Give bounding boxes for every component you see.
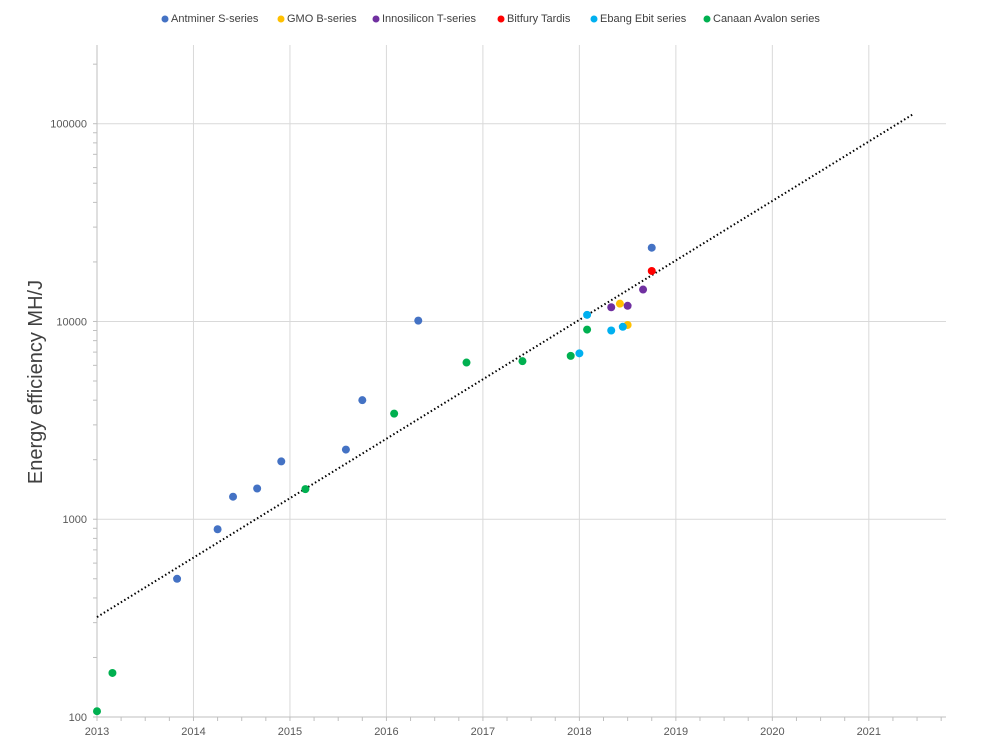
data-point <box>583 310 592 319</box>
y-tick-label: 1000 <box>63 514 87 526</box>
legend-marker <box>497 15 505 23</box>
legend: Antminer S-series GMO B-series Innosilicon… <box>161 13 820 25</box>
x-tick-label: 2020 <box>760 726 784 738</box>
grid-lines <box>97 45 946 717</box>
y-tick-label: 100000 <box>50 119 87 131</box>
legend-marker <box>372 15 380 23</box>
data-point <box>607 303 616 312</box>
data-point <box>607 326 616 335</box>
data-point <box>229 492 238 501</box>
series-5 <box>93 325 592 716</box>
trendline-layer <box>96 113 913 618</box>
x-tick-label: 2013 <box>85 726 109 738</box>
data-point <box>414 316 423 325</box>
legend-marker <box>590 15 598 23</box>
data-point <box>615 299 624 308</box>
data-point <box>93 707 101 716</box>
legend-item: Ebang Ebit series <box>590 13 687 25</box>
y-tick-label: 10000 <box>56 316 87 328</box>
x-tick-label: 2016 <box>374 726 398 738</box>
data-point <box>213 525 222 534</box>
legend-label: Innosilicon T-series <box>382 13 476 25</box>
x-tick-label: 2021 <box>857 726 881 738</box>
legend-item: GMO B-series <box>277 13 357 25</box>
legend-label: Bitfury Tardis <box>507 13 571 25</box>
data-point <box>301 485 310 494</box>
data-point <box>253 484 262 493</box>
axes: 2013 2014 2015 2016 2017 2018 2019 2020 2021 100 1… <box>50 45 946 738</box>
legend-label: Ebang Ebit series <box>600 13 687 25</box>
x-tick-label: 2019 <box>664 726 688 738</box>
data-point <box>647 266 656 275</box>
legend-item: Canaan Avalon series <box>703 13 820 25</box>
data-points <box>93 243 656 716</box>
data-point <box>108 668 117 677</box>
series-0 <box>173 243 656 583</box>
x-tick-label: 2014 <box>181 726 205 738</box>
series-4 <box>575 310 627 358</box>
legend-marker <box>277 15 285 23</box>
legend-label: Canaan Avalon series <box>713 13 820 25</box>
legend-label: Antminer S-series <box>171 13 259 25</box>
legend-marker <box>161 15 169 23</box>
x-tick-label: 2018 <box>567 726 591 738</box>
legend-item: Bitfury Tardis <box>497 13 571 25</box>
data-point <box>358 396 367 405</box>
data-point <box>462 358 471 367</box>
trendline <box>96 113 913 618</box>
data-point <box>639 285 648 294</box>
data-point <box>647 243 656 252</box>
data-point <box>390 409 399 418</box>
data-point <box>277 457 286 466</box>
series-3 <box>647 266 656 275</box>
legend-label: GMO B-series <box>287 13 357 25</box>
legend-marker <box>703 15 711 23</box>
legend-item: Innosilicon T-series <box>372 13 476 25</box>
data-point <box>583 325 592 334</box>
data-point <box>618 322 627 331</box>
data-point <box>623 301 632 310</box>
legend-item: Antminer S-series <box>161 13 259 25</box>
series-2 <box>607 285 648 312</box>
x-tick-label: 2015 <box>278 726 302 738</box>
data-point <box>566 351 575 360</box>
data-point <box>173 574 182 583</box>
data-point <box>518 357 527 366</box>
data-point <box>341 445 350 454</box>
x-tick-label: 2017 <box>471 726 495 738</box>
y-tick-label: 100 <box>69 712 87 724</box>
data-point <box>575 349 584 358</box>
y-axis-label: Energy efficiency MH/J <box>25 280 47 484</box>
